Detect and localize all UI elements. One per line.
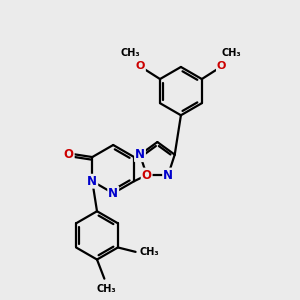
Text: CH₃: CH₃: [140, 247, 160, 257]
Text: N: N: [87, 175, 97, 188]
Text: N: N: [135, 148, 145, 161]
Text: CH₃: CH₃: [121, 48, 140, 59]
Text: N: N: [108, 187, 118, 200]
Text: O: O: [142, 169, 152, 182]
Text: O: O: [136, 61, 145, 71]
Text: CH₃: CH₃: [96, 284, 116, 294]
Text: O: O: [64, 148, 74, 160]
Text: CH₃: CH₃: [221, 48, 241, 59]
Text: N: N: [163, 169, 173, 182]
Text: O: O: [217, 61, 226, 71]
